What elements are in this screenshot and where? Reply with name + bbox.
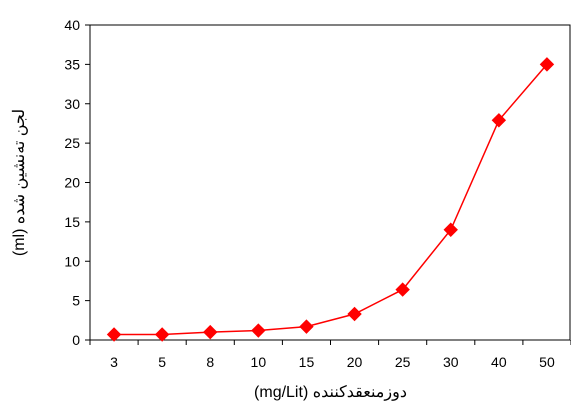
x-tick-label: 25: [395, 354, 411, 370]
y-axis-title: لجن ته‌نشین شده (ml): [11, 109, 28, 256]
y-tick-label: 30: [64, 96, 80, 112]
x-axis: 3 5 8 10 15 20 25 30 40 50: [89, 340, 571, 370]
y-tick-label: 10: [64, 253, 80, 269]
x-axis-title: دوزمنعقدکننده (mg/Lit): [254, 384, 407, 401]
x-tick-label: 40: [491, 354, 507, 370]
data-point: [106, 327, 122, 342]
x-tick-label: 15: [299, 354, 315, 370]
y-tick-label: 0: [72, 332, 80, 348]
x-tick-label: 3: [110, 354, 118, 370]
data-point: [347, 306, 362, 322]
data-point: [154, 327, 170, 342]
data-point: [299, 319, 314, 334]
y-tick-label: 40: [64, 17, 80, 33]
x-tick-label: 20: [347, 354, 363, 370]
data-point: [491, 113, 507, 128]
y-tick-label: 25: [64, 135, 80, 151]
y-axis: 0 5 10 15 20 25 30 35 40: [64, 17, 90, 348]
y-tick-label: 35: [64, 56, 80, 72]
y-tick-label: 15: [64, 214, 80, 230]
plot-area: [89, 24, 571, 341]
data-point: [539, 57, 555, 72]
data-point: [443, 222, 458, 237]
data-point: [251, 323, 266, 338]
series-line: [114, 63, 548, 336]
y-tick-label: 5: [72, 293, 80, 309]
x-tick-label: 8: [206, 354, 214, 370]
data-point: [203, 324, 218, 340]
x-tick-label: 5: [158, 354, 166, 370]
series-group: [106, 57, 555, 342]
y-tick-label: 20: [64, 175, 80, 191]
data-point: [395, 282, 410, 297]
x-tick-label: 10: [251, 354, 267, 370]
x-tick-label: 30: [443, 354, 459, 370]
x-tick-label: 50: [539, 354, 555, 370]
